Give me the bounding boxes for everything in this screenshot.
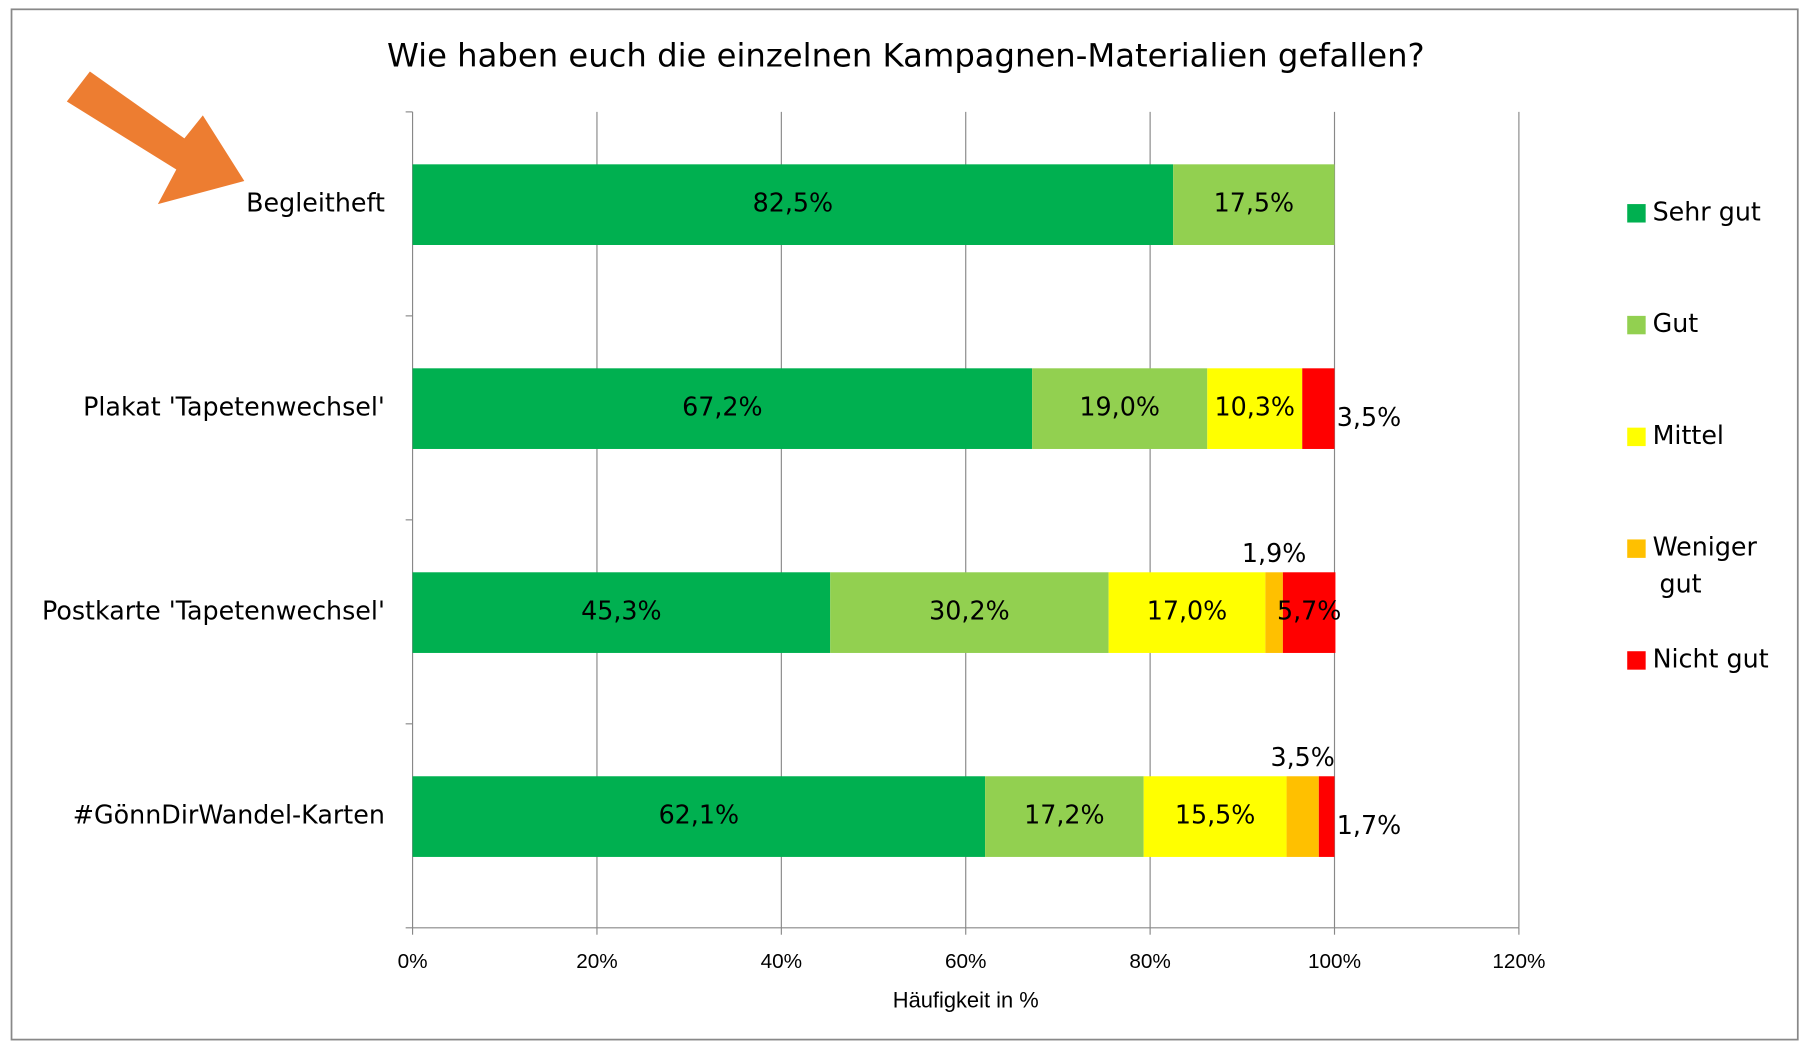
legend-label: Weniger gut — [1653, 532, 1765, 599]
y-tick-label: Plakat 'Tapetenwechsel' — [83, 392, 385, 422]
x-tick-label: 40% — [761, 950, 803, 973]
bar-segment — [1282, 572, 1336, 653]
data-label: 15,5% — [1175, 800, 1256, 830]
y-tick-label: Begleitheft — [246, 188, 385, 218]
legend-label: Nicht gut — [1653, 643, 1769, 673]
data-label: 3,5% — [1337, 402, 1401, 432]
chart-title: Wie haben euch die einzelnen Kampagnen-M… — [387, 37, 1425, 75]
bar-segment — [1286, 776, 1319, 857]
y-tick-label: #GönnDirWandel-Karten — [73, 800, 385, 830]
data-label: 1,9% — [1242, 538, 1306, 568]
data-label: 30,2% — [929, 596, 1010, 626]
data-label: 5,7% — [1277, 596, 1341, 626]
bar-segment — [1207, 368, 1303, 449]
legend-swatch — [1627, 315, 1646, 335]
x-tick-label: 0% — [398, 950, 428, 973]
bar-segment — [1302, 368, 1335, 449]
chart-frame — [10, 8, 1799, 1041]
data-label: 19,0% — [1079, 392, 1160, 422]
y-tick-label: Postkarte 'Tapetenwechsel' — [42, 596, 385, 626]
bar-segment — [412, 368, 1033, 449]
legend-label: Sehr gut — [1653, 196, 1761, 226]
data-label: 82,5% — [753, 188, 834, 218]
data-label: 17,2% — [1024, 800, 1105, 830]
legend-swatch — [1627, 539, 1646, 558]
x-tick-label: 20% — [576, 950, 618, 973]
x-tick-label: 100% — [1308, 950, 1361, 973]
legend-swatch — [1627, 204, 1646, 223]
bar-segment — [1318, 776, 1335, 857]
data-label: 62,1% — [659, 800, 740, 830]
x-tick-label: 120% — [1492, 950, 1545, 973]
legend-swatch — [1627, 427, 1646, 447]
bar-segment — [830, 572, 1109, 653]
bar-segment — [412, 572, 831, 653]
bar-segment — [412, 776, 986, 857]
bar-segment — [1032, 368, 1208, 449]
data-label: 3,5% — [1271, 742, 1335, 772]
legend-swatch — [1627, 651, 1646, 670]
legend-label: Gut — [1653, 308, 1699, 338]
data-label: 67,2% — [682, 392, 763, 422]
x-tick-label: 80% — [1129, 950, 1171, 973]
bar-segment — [1265, 572, 1283, 653]
x-axis-label: Häufigkeit in % — [893, 987, 1039, 1012]
bar-segment — [985, 776, 1144, 857]
data-label: 10,3% — [1215, 392, 1296, 422]
data-label: 17,5% — [1214, 188, 1295, 218]
data-label: 17,0% — [1147, 596, 1228, 626]
data-label: 45,3% — [581, 596, 662, 626]
bar-segment — [412, 164, 1174, 245]
data-label: 1,7% — [1337, 810, 1401, 840]
x-tick-label: 60% — [945, 950, 987, 973]
bar-segment — [1173, 164, 1335, 245]
bar-segment — [1143, 776, 1287, 857]
legend-label: Mittel — [1653, 420, 1724, 450]
bar-segment — [1108, 572, 1266, 653]
arrow — [66, 71, 245, 205]
